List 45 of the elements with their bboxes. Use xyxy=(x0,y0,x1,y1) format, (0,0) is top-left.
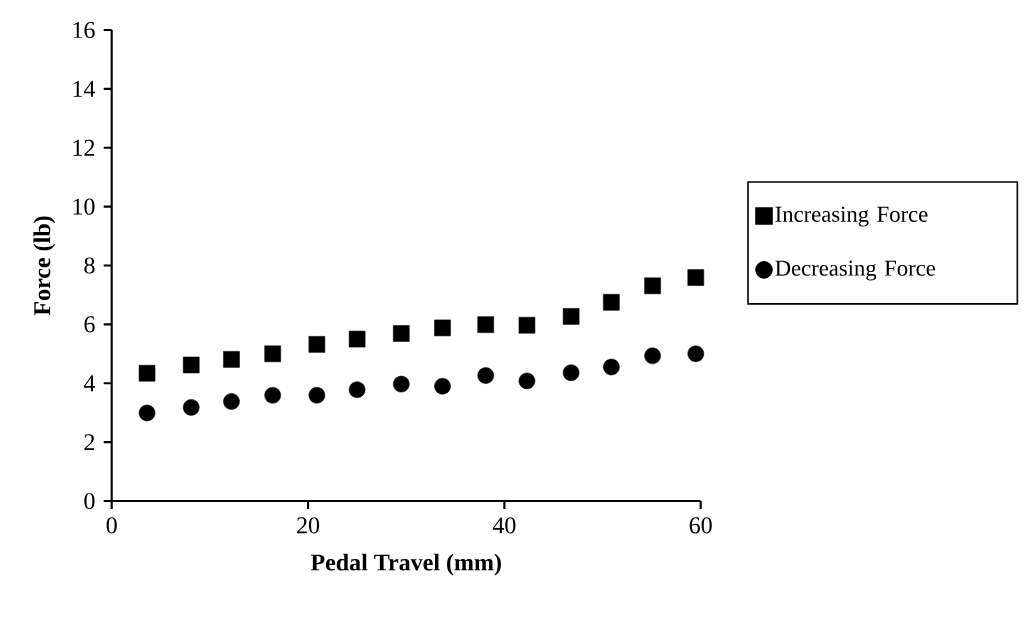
point xyxy=(644,277,661,295)
point xyxy=(687,269,705,286)
point xyxy=(434,319,451,337)
point xyxy=(223,351,240,368)
y-tick-label: 4 xyxy=(83,375,96,392)
point xyxy=(308,387,326,404)
y-tick-label: 16 xyxy=(73,21,95,39)
point xyxy=(348,381,366,398)
y-tick-label: 8 xyxy=(84,257,95,274)
point xyxy=(603,294,620,311)
point xyxy=(264,387,281,404)
legend-label: Decreasing Force xyxy=(775,260,936,281)
x-tick-label: 40 xyxy=(492,517,516,534)
point xyxy=(393,375,410,393)
y-tick-label: 0 xyxy=(84,492,95,510)
point xyxy=(477,367,494,384)
y-tick-label: 10 xyxy=(73,198,95,215)
y-tick-label: 6 xyxy=(84,316,95,333)
x-tick-label: 0 xyxy=(106,517,117,534)
point xyxy=(603,358,620,376)
point xyxy=(138,404,156,422)
point xyxy=(138,364,156,382)
x-tick-label: 20 xyxy=(297,517,320,534)
point xyxy=(182,399,200,416)
point xyxy=(518,316,536,334)
legend-label: Increasing Force xyxy=(775,206,928,227)
y-tick-label: 12 xyxy=(73,139,95,156)
point xyxy=(264,345,281,363)
point xyxy=(687,345,705,363)
point xyxy=(434,377,451,395)
x-tick-label: 60 xyxy=(689,517,712,534)
point xyxy=(223,393,240,410)
y-axis-title: Force (lb) xyxy=(33,216,56,316)
point xyxy=(477,316,494,333)
point xyxy=(644,347,661,365)
y-tick-label: 14 xyxy=(73,80,96,97)
point xyxy=(562,308,580,325)
point xyxy=(308,336,326,353)
point xyxy=(393,325,410,342)
point xyxy=(348,330,366,348)
point xyxy=(182,356,200,374)
point xyxy=(562,364,580,381)
point xyxy=(518,372,536,390)
x-axis-title: Pedal Travel (mm) xyxy=(310,553,501,576)
y-tick-label: 2 xyxy=(84,434,95,451)
